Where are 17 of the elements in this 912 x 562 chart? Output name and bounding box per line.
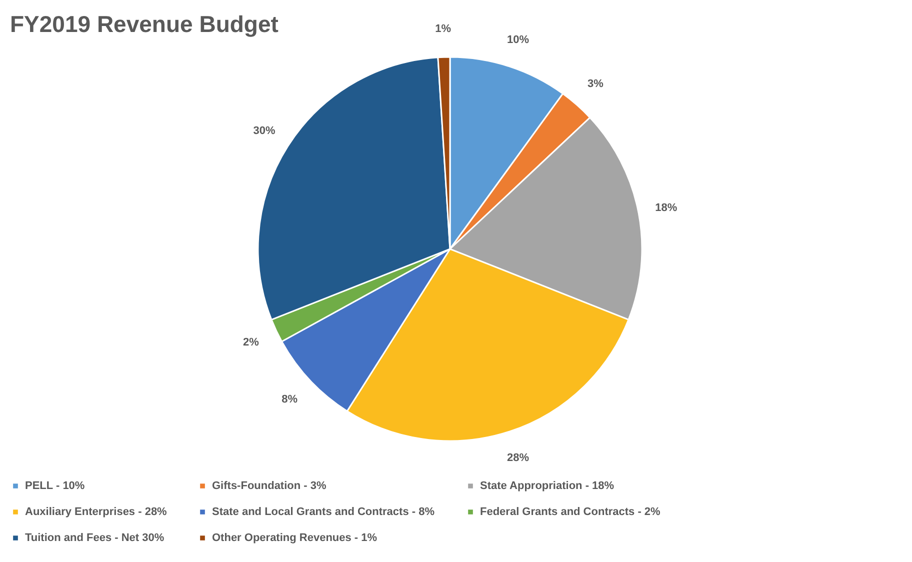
data-label: 28% [506,452,530,464]
legend-label: PELL - 10% [25,480,85,492]
chart-title: FY2019 Revenue Budget [10,11,279,38]
legend-label: Auxiliary Enterprises - 28% [25,506,168,518]
data-label: 8% [282,394,298,406]
legend-label: State Appropriation - 18% [480,480,614,492]
data-label: 2% [242,336,260,349]
data-label: 18% [655,202,678,214]
legend-label: State and Local Grants and Contracts - 8% [212,506,435,518]
legend-label: Federal Grants and Contracts - 2% [480,506,661,518]
data-label: 3% [588,78,604,90]
legend-label: Other Operating Revenues - 1% [212,532,378,544]
data-label: 1% [435,23,452,36]
legend-label: Gifts-Foundation - 3% [212,480,326,492]
legend-label: Tuition and Fees - Net 30% [25,532,164,544]
data-label: 30% [253,125,276,138]
data-label: 10% [506,34,530,46]
